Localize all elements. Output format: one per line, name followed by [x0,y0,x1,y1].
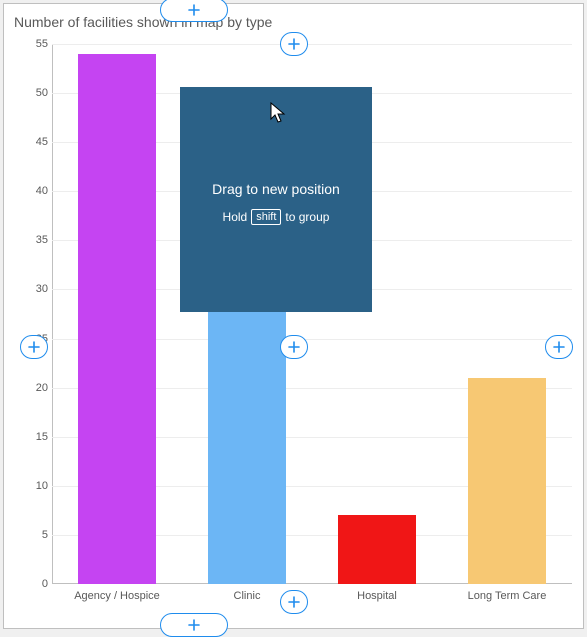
y-tick-label: 5 [22,529,48,541]
x-tick-label: Hospital [357,590,397,602]
y-tick-label: 30 [22,283,48,295]
add-top-center[interactable] [280,32,308,56]
y-tick-label: 50 [22,87,48,99]
shift-key-badge: shift [251,209,281,225]
y-tick-label: 45 [22,136,48,148]
x-tick-label: Long Term Care [468,590,547,602]
bar-agency-hospice[interactable] [78,54,156,584]
add-top-wide[interactable] [160,0,228,22]
x-tick-label: Clinic [234,590,261,602]
add-bottom-center[interactable] [280,590,308,614]
y-tick-label: 55 [22,38,48,50]
add-bottom-wide[interactable] [160,613,228,637]
x-tick-label: Agency / Hospice [74,590,160,602]
y-axis [52,44,53,584]
add-left[interactable] [20,335,48,359]
chart-title: Number of facilities shown in map by typ… [14,14,272,30]
y-tick-label: 35 [22,234,48,246]
add-right[interactable] [545,335,573,359]
drag-hint-overlay[interactable]: Drag to new position Hold shift to group [180,87,372,312]
drag-hint-line2: Hold shift to group [223,209,330,225]
y-tick-label: 15 [22,431,48,443]
drag-hint-line1: Drag to new position [212,181,340,197]
y-tick-label: 20 [22,382,48,394]
add-center[interactable] [280,335,308,359]
bar-hospital[interactable] [338,515,416,584]
y-tick-label: 0 [22,578,48,590]
bar-long-term-care[interactable] [468,378,546,584]
y-tick-label: 40 [22,185,48,197]
y-tick-label: 10 [22,480,48,492]
grid-line [52,44,572,45]
